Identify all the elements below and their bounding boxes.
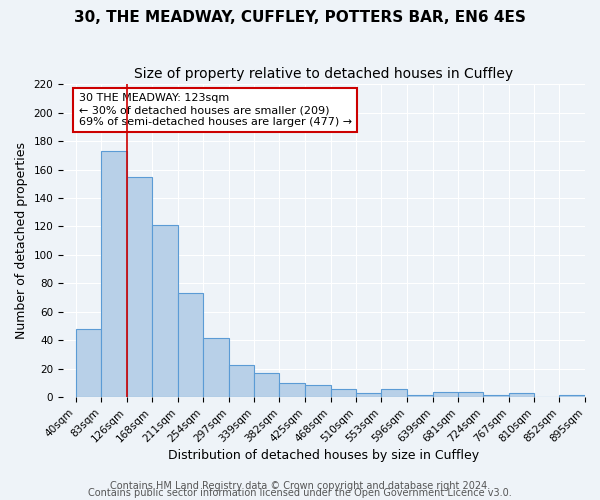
Text: Contains HM Land Registry data © Crown copyright and database right 2024.: Contains HM Land Registry data © Crown c… (110, 481, 490, 491)
X-axis label: Distribution of detached houses by size in Cuffley: Distribution of detached houses by size … (169, 450, 479, 462)
Bar (509, 393, 535, 398)
Bar (254, 373, 280, 398)
Bar (382, 389, 407, 398)
Bar (433, 392, 458, 398)
Bar (458, 392, 483, 398)
Bar (127, 176, 152, 398)
Bar (76, 329, 101, 398)
Bar (152, 225, 178, 398)
Text: Contains public sector information licensed under the Open Government Licence v3: Contains public sector information licen… (88, 488, 512, 498)
Bar (483, 394, 509, 398)
Bar (178, 294, 203, 398)
Bar (331, 389, 356, 398)
Bar (305, 384, 331, 398)
Bar (559, 394, 585, 398)
Bar (101, 151, 127, 398)
Bar (280, 383, 305, 398)
Bar (356, 393, 382, 398)
Text: 30, THE MEADWAY, CUFFLEY, POTTERS BAR, EN6 4ES: 30, THE MEADWAY, CUFFLEY, POTTERS BAR, E… (74, 10, 526, 25)
Bar (203, 338, 229, 398)
Y-axis label: Number of detached properties: Number of detached properties (15, 142, 28, 339)
Text: 30 THE MEADWAY: 123sqm
← 30% of detached houses are smaller (209)
69% of semi-de: 30 THE MEADWAY: 123sqm ← 30% of detached… (79, 94, 352, 126)
Title: Size of property relative to detached houses in Cuffley: Size of property relative to detached ho… (134, 68, 514, 82)
Bar (229, 364, 254, 398)
Bar (407, 394, 433, 398)
